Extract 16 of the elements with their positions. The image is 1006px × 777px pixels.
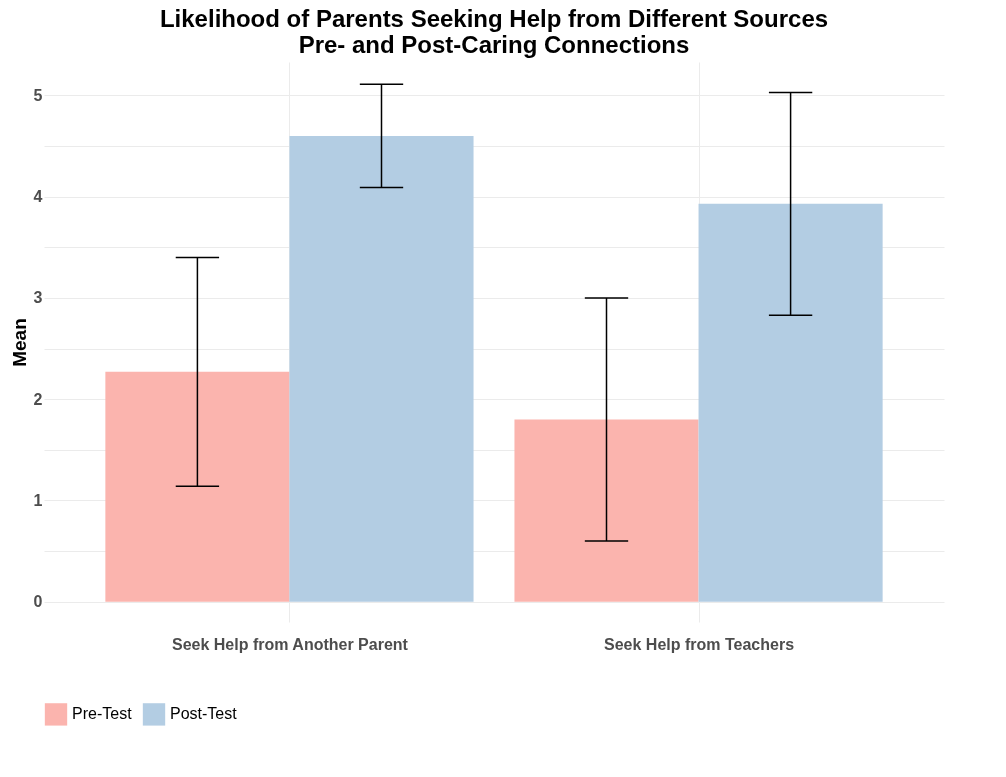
bar xyxy=(289,135,474,602)
y-tick-label: 5 xyxy=(33,86,43,104)
chart-title: Likelihood of Parents Seeking Help from Different Sources Pre- and Post-Caring Connections xyxy=(159,5,829,58)
bar xyxy=(698,203,883,602)
y-axis-title: Mean xyxy=(8,318,30,367)
bar xyxy=(514,419,699,602)
y-tick-label: 1 xyxy=(33,491,43,509)
y-tick-label: 0 xyxy=(33,593,43,611)
y-tick-label: 3 xyxy=(33,289,43,307)
legend-label: Post-Test xyxy=(170,705,238,723)
legend-label: Pre-Test xyxy=(72,705,133,723)
x-tick-label: Seek Help from Another Parent xyxy=(172,635,409,653)
y-tick-label: 2 xyxy=(33,390,43,408)
x-tick-label: Seek Help from Teachers xyxy=(604,635,795,653)
bar xyxy=(105,371,290,602)
y-tick-label: 4 xyxy=(33,188,43,206)
